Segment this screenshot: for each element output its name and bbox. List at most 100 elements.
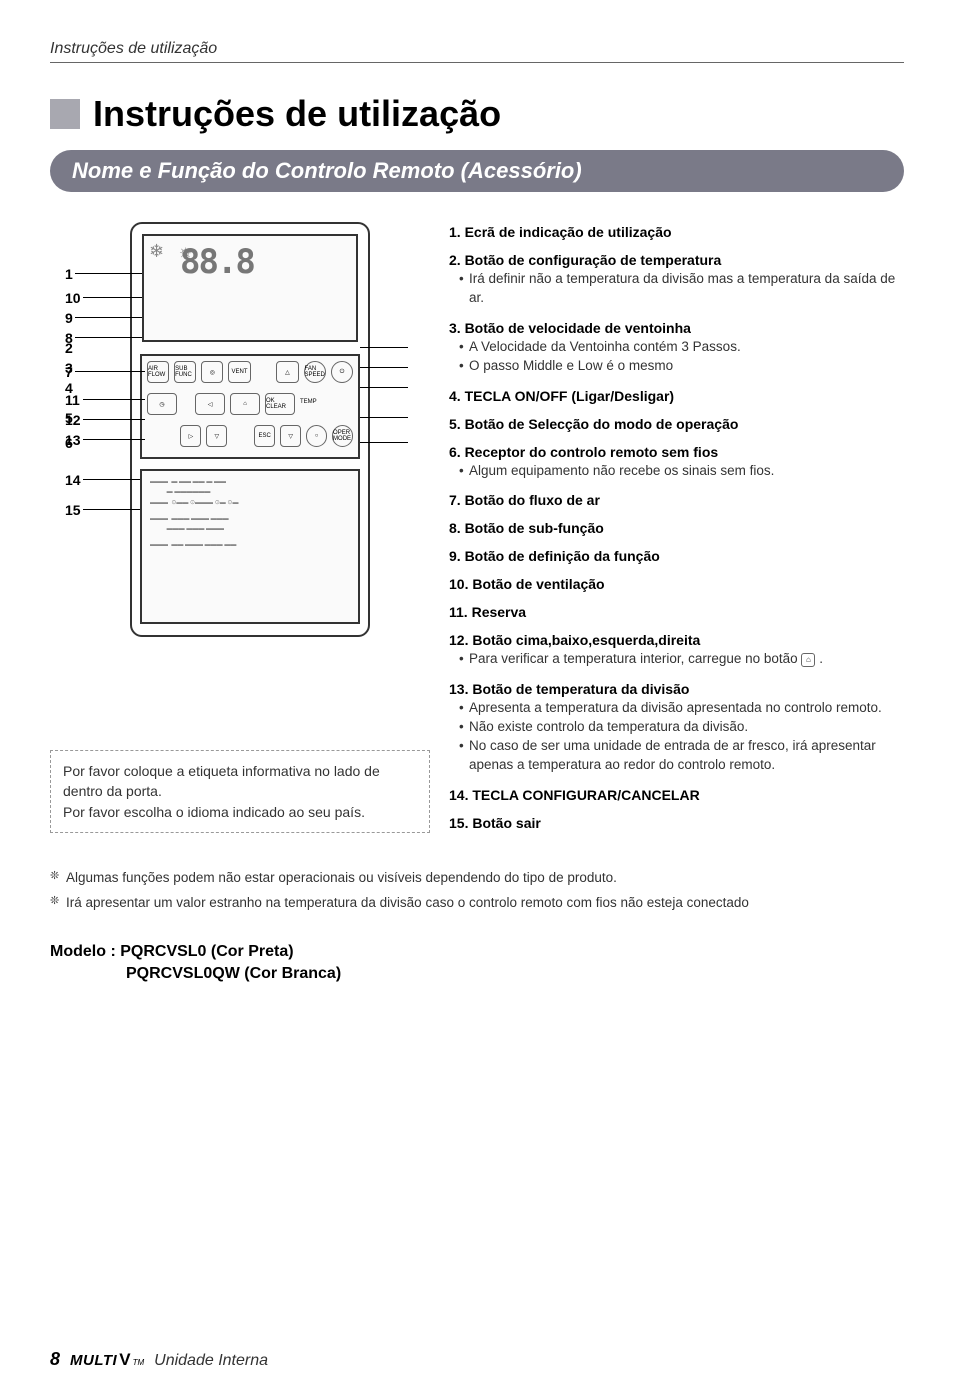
main-title: Instruções de utilização bbox=[93, 93, 501, 135]
spec-item: 13. Botão de temperatura da divisãoApres… bbox=[449, 681, 904, 775]
specs-list: 1. Ecrã de indicação de utilização 2. Bot… bbox=[449, 224, 904, 831]
spec-title: 10. Botão de ventilação bbox=[449, 576, 904, 592]
callout-line bbox=[83, 399, 145, 400]
spec-title: 2. Botão de configuração de temperatura bbox=[449, 252, 904, 268]
sub-func-button: SUB FUNC bbox=[174, 361, 196, 383]
button-row-1: AIR FLOW SUB FUNC ◎ VENT △ FAN SPEED ⏻ bbox=[142, 356, 358, 388]
callout-line bbox=[83, 439, 145, 440]
header-italic: Instruções de utilização bbox=[50, 40, 904, 58]
content-row: ❄ ☼ 88.8 AIR FLOW SUB FUNC ◎ VENT △ FAN … bbox=[50, 212, 904, 843]
info-line: ▬▬▬ ▬▬ ▬▬▬ ▬▬▬ ▬▬ bbox=[150, 542, 350, 548]
callout-line bbox=[360, 417, 408, 418]
spec-item: 11. Reserva bbox=[449, 604, 904, 620]
footer-v: V bbox=[119, 1350, 130, 1370]
info-line: ▬▬▬ ▬ ▬▬ ▬▬ ▬ ▬▬ bbox=[150, 479, 350, 485]
spec-title: 15. Botão sair bbox=[449, 815, 904, 831]
footer-note-1: Algumas funções podem não estar operacio… bbox=[50, 869, 904, 888]
spec-item: 6. Receptor do controlo remoto sem fios A… bbox=[449, 444, 904, 481]
right-button: ▷ bbox=[180, 425, 201, 447]
spec-title: 12. Botão cima,baixo,esquerda,direita bbox=[449, 632, 904, 648]
info-panel: ▬▬▬ ▬ ▬▬ ▬▬ ▬ ▬▬ ▬ ▬▬▬▬▬▬ ▬▬▬ ⊙▬▬ ⊙▬▬▬ ⊙… bbox=[140, 469, 360, 624]
callout-4: 4 bbox=[65, 380, 73, 396]
spec-item: 4. TECLA ON/OFF (Ligar/Desligar) bbox=[449, 388, 904, 404]
spec-title: 8. Botão de sub-função bbox=[449, 520, 904, 536]
spec-title: 14. TECLA CONFIGURAR/CANCELAR bbox=[449, 787, 904, 803]
callout-15: 15 bbox=[65, 502, 81, 518]
dashed-info-box: Por favor coloque a etiqueta informativa… bbox=[50, 750, 430, 833]
callout-3: 3 bbox=[65, 360, 73, 376]
footer-note-2: Irá apresentar um valor estranho na temp… bbox=[50, 894, 904, 913]
temp-label: TEMP bbox=[300, 393, 317, 415]
callout-line bbox=[75, 317, 142, 318]
footer-brand: MULTI bbox=[70, 1352, 117, 1369]
fan-speed-button: FAN SPEED bbox=[304, 361, 326, 383]
spec-title: 7. Botão do fluxo de ar bbox=[449, 492, 904, 508]
spec-item: 2. Botão de configuração de temperaturaI… bbox=[449, 252, 904, 308]
model-section: Modelo : PQRCVSL0 (Cor Preta) PQRCVSL0QW… bbox=[50, 941, 904, 986]
callout-1: 1 bbox=[65, 266, 73, 282]
spec-item: 7. Botão do fluxo de ar bbox=[449, 492, 904, 508]
model-line-2: PQRCVSL0QW (Cor Branca) bbox=[50, 963, 904, 985]
spec-title: 6. Receptor do controlo remoto sem fios bbox=[449, 444, 904, 460]
home-icon: ⌂ bbox=[801, 653, 815, 667]
air-flow-button: AIR FLOW bbox=[147, 361, 169, 383]
callout-line bbox=[83, 419, 145, 420]
spec-item: 12. Botão cima,baixo,esquerda,direitaPar… bbox=[449, 632, 904, 669]
snowflake-icon: ❄ bbox=[147, 239, 173, 265]
spec-title: 1. Ecrã de indicação de utilização bbox=[449, 224, 904, 240]
title-square-icon bbox=[50, 99, 80, 129]
model-line-1: Modelo : PQRCVSL0 (Cor Preta) bbox=[50, 941, 904, 963]
info-line: ▬ ▬▬▬▬▬▬ bbox=[150, 489, 350, 495]
spec-item: 15. Botão sair bbox=[449, 815, 904, 831]
spec-item: 14. TECLA CONFIGURAR/CANCELAR bbox=[449, 787, 904, 803]
spec-bullet: Apresenta a temperatura da divisão apres… bbox=[449, 699, 904, 718]
callout-10: 10 bbox=[65, 290, 81, 306]
home-button: ⌂ bbox=[230, 393, 260, 415]
spec-title: 11. Reserva bbox=[449, 604, 904, 620]
spec-item: 9. Botão de definição da função bbox=[449, 548, 904, 564]
callout-line bbox=[75, 337, 142, 338]
footer-unit: Unidade Interna bbox=[154, 1352, 268, 1370]
oper-mode-button: OPER MODE bbox=[332, 425, 353, 447]
spec-item: 8. Botão de sub-função bbox=[449, 520, 904, 536]
callout-line bbox=[360, 387, 408, 388]
header-section: Instruções de utilização bbox=[50, 40, 904, 63]
spec-item: 5. Botão de Selecção do modo de operação bbox=[449, 416, 904, 432]
callout-9: 9 bbox=[65, 310, 73, 326]
callout-line bbox=[83, 297, 142, 298]
settings-button: ◎ bbox=[201, 361, 223, 383]
info-line: ▬▬▬ ▬▬▬ ▬▬▬ ▬▬▬ bbox=[150, 516, 350, 522]
spec-bullet: Algum equipamento não recebe os sinais s… bbox=[449, 462, 904, 481]
down-button: ▽ bbox=[206, 425, 227, 447]
callout-6: 6 bbox=[65, 435, 73, 451]
spec-title: 5. Botão de Selecção do modo de operação bbox=[449, 416, 904, 432]
down2-button: ▽ bbox=[280, 425, 301, 447]
callout-line bbox=[83, 509, 140, 510]
button-panel: AIR FLOW SUB FUNC ◎ VENT △ FAN SPEED ⏻ ◷… bbox=[140, 354, 360, 459]
callout-2: 2 bbox=[65, 340, 73, 356]
main-title-wrap: Instruções de utilização bbox=[50, 93, 904, 135]
info-line: ▬▬▬ ⊙▬▬ ⊙▬▬▬ ⊙▬ ⊙▬ bbox=[150, 499, 350, 506]
svg-text:❄: ❄ bbox=[149, 241, 164, 261]
dashed-line-2: Por favor escolha o idioma indicado ao s… bbox=[63, 802, 417, 822]
button-row-3: ▷ ▽ ESC ▽ ○ OPER MODE bbox=[142, 420, 358, 452]
timer-button: ◷ bbox=[147, 393, 177, 415]
subtitle-bar: Nome e Função do Controlo Remoto (Acessó… bbox=[50, 150, 904, 192]
spec-item: 3. Botão de velocidade de ventoinhaA Vel… bbox=[449, 320, 904, 376]
spec-bullet: A Velocidade da Ventoinha contém 3 Passo… bbox=[449, 338, 904, 357]
right-column: 1. Ecrã de indicação de utilização 2. Bot… bbox=[449, 212, 904, 843]
temp-digits: 88.8 bbox=[180, 242, 254, 282]
callout-5: 5 bbox=[65, 410, 73, 426]
ok-clear-button: OK CLEAR bbox=[265, 393, 295, 415]
header-divider bbox=[50, 62, 904, 63]
spec-bullet: No caso de ser uma unidade de entrada de… bbox=[449, 737, 904, 775]
footer-notes: Algumas funções podem não estar operacio… bbox=[50, 869, 904, 913]
callout-line bbox=[360, 347, 408, 348]
callout-14: 14 bbox=[65, 472, 81, 488]
up-button: △ bbox=[276, 361, 298, 383]
callout-line bbox=[360, 367, 408, 368]
tm-mark: TM bbox=[133, 1358, 145, 1367]
power-button: ⏻ bbox=[331, 361, 353, 383]
spec-bullet: Não existe controlo da temperatura da di… bbox=[449, 718, 904, 737]
callout-line bbox=[75, 273, 142, 274]
